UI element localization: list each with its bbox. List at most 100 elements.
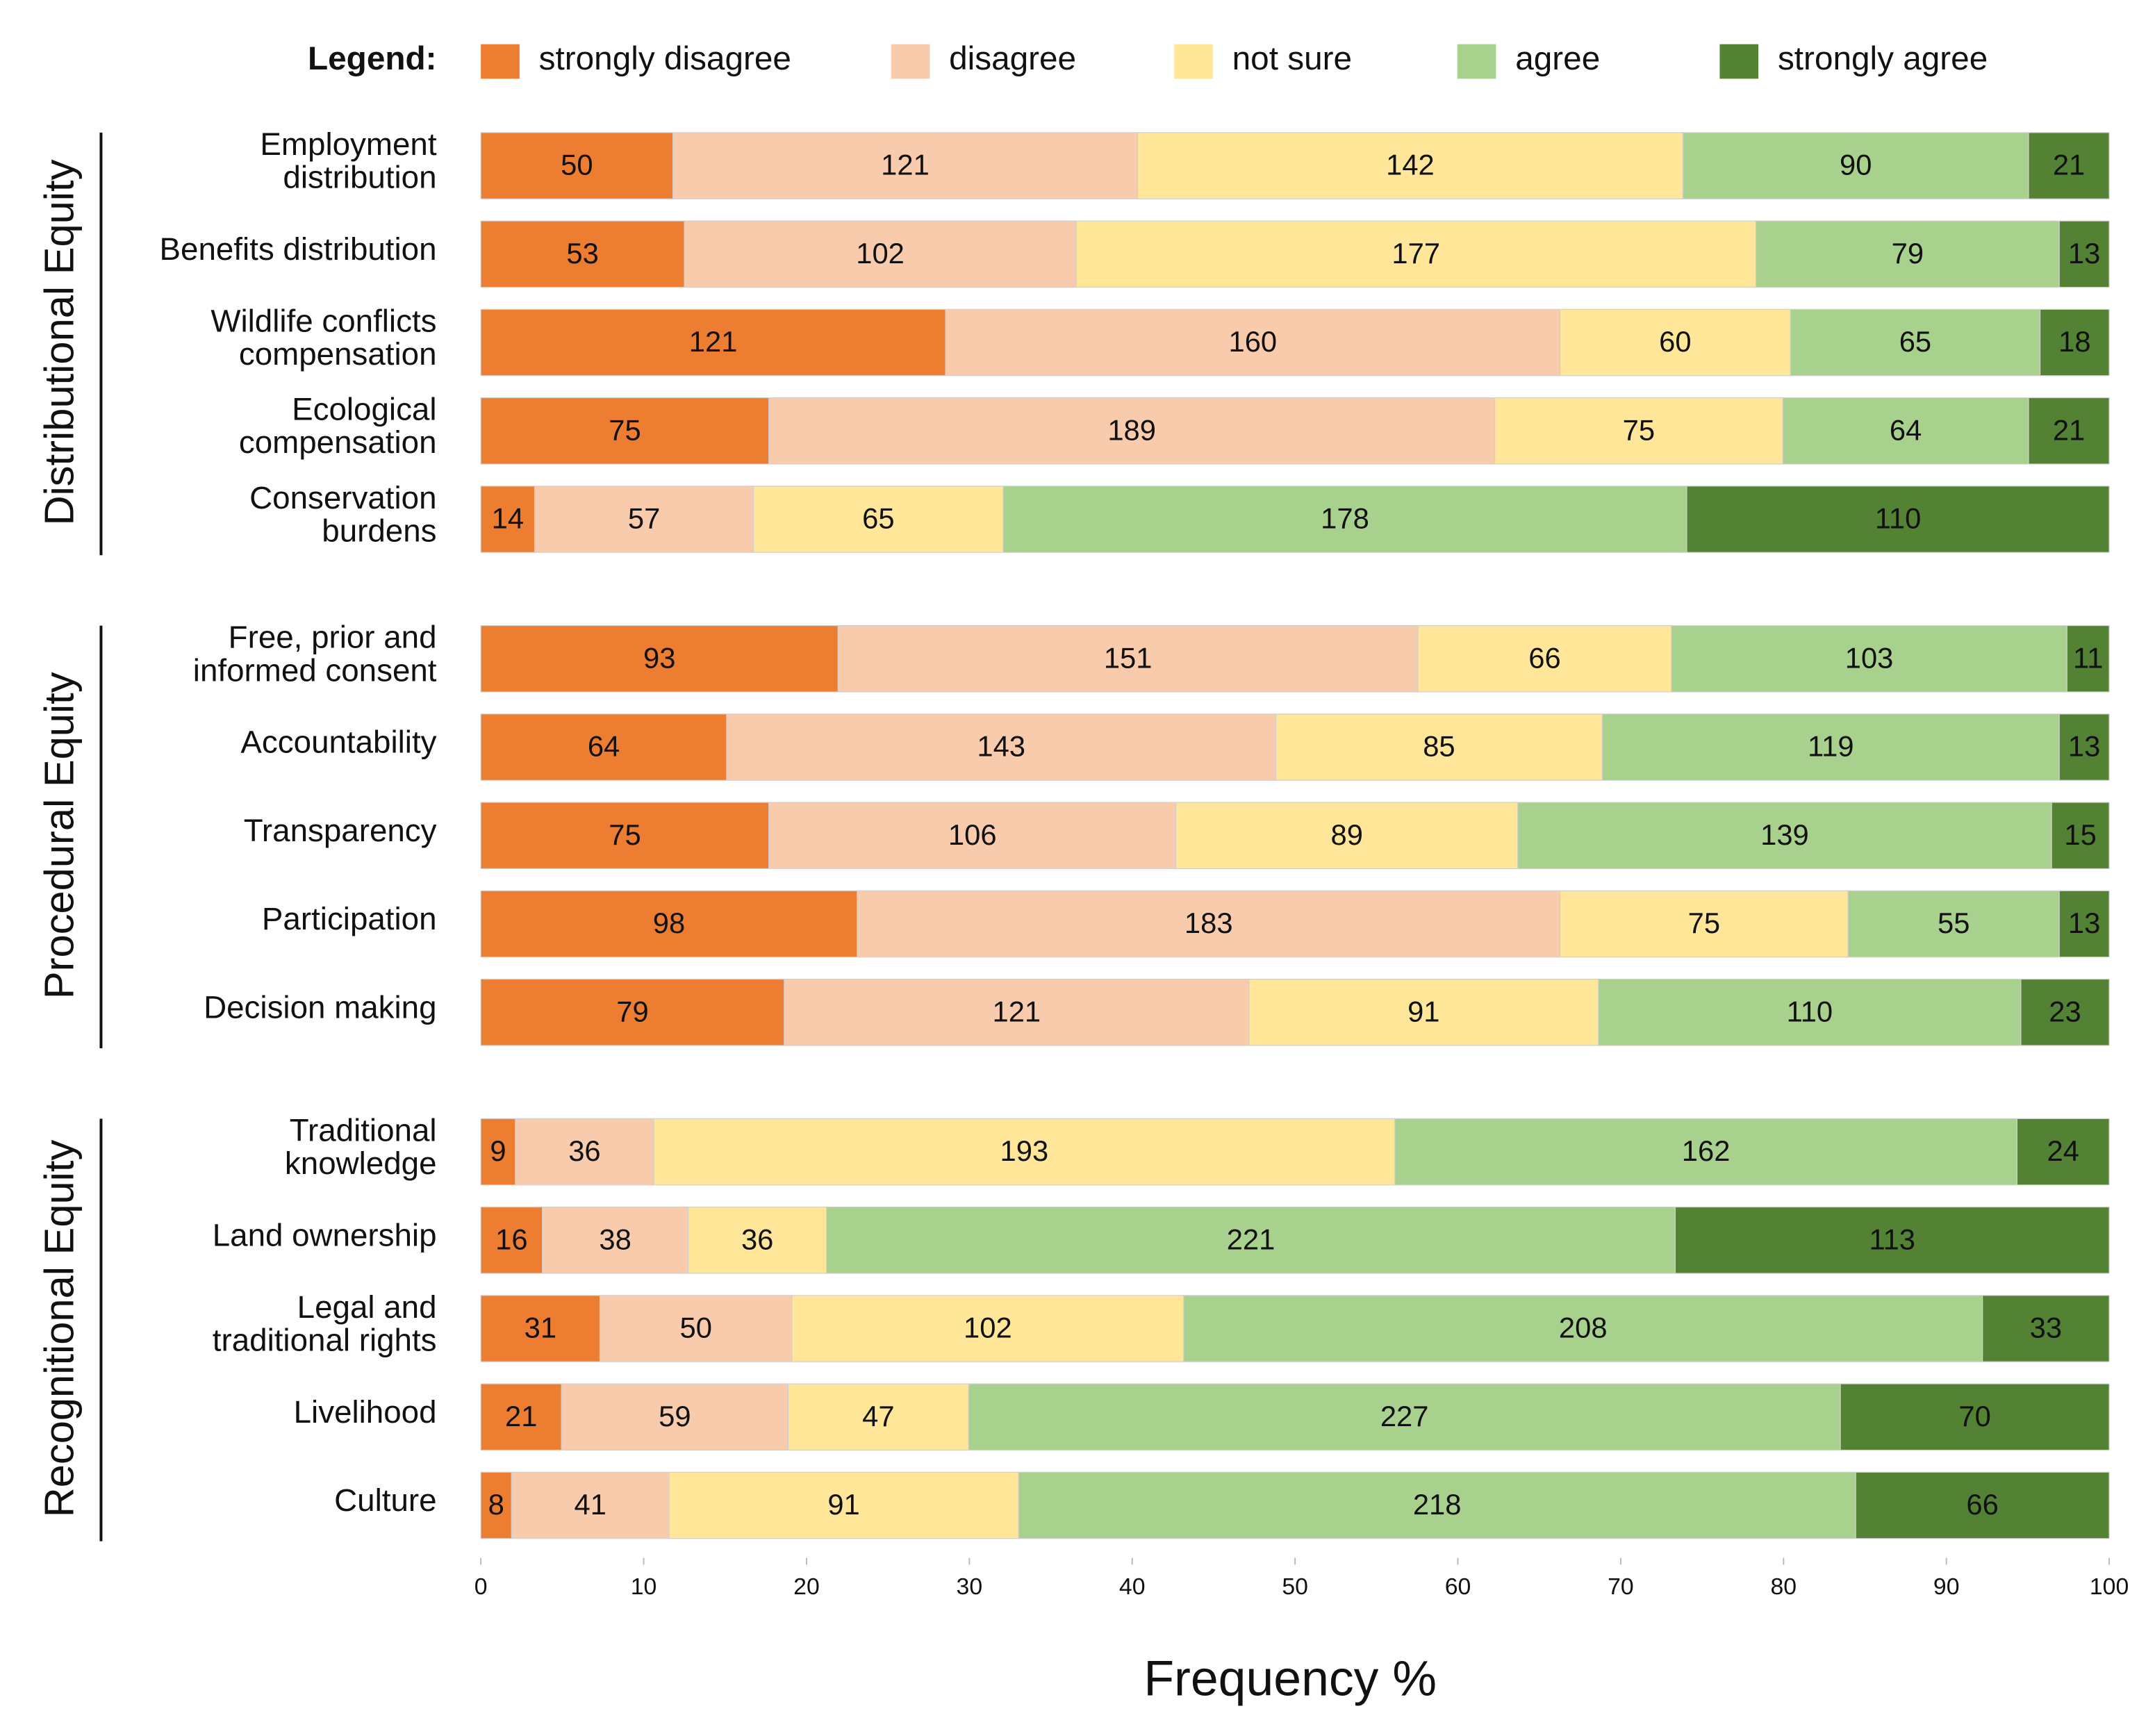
bar-segment [480,308,946,377]
bar-segment [1494,397,1783,465]
bar-segment [688,1206,827,1274]
y-tick-label: Wildlife conflicts [210,303,436,338]
value-label: 65 [1899,325,1931,358]
bar-segment [1183,1295,1983,1362]
y-tick-label: Traditional [290,1112,437,1148]
legend-title: Legend: [308,40,437,77]
legend-label: disagree [949,40,1076,77]
bar-segment [480,978,785,1046]
bar-segment [1002,486,1687,553]
x-tick-label: 0 [474,1573,488,1600]
value-label: 113 [1869,1223,1915,1255]
bar-segment [1517,802,2052,870]
value-label: 75 [1688,907,1720,939]
bar-segment [599,1295,793,1362]
y-tick-label: Legal and [297,1289,437,1325]
group-label: Procedural Equity [36,672,83,999]
y-tick-label: Conservation [249,480,436,515]
y-tick-label: Employment [260,126,436,162]
bar-segment [753,486,1004,553]
value-label: 21 [2053,149,2085,181]
bar-segment [1018,1471,1856,1539]
value-label: 208 [1559,1312,1608,1344]
value-label: 143 [977,730,1025,763]
bar-segment [480,1206,543,1274]
bar-segment [1847,890,2060,958]
legend-label: agree [1515,40,1600,77]
value-label: 89 [1331,818,1363,851]
legend-swatch [481,44,520,79]
group-label: Distributional Equity [36,159,83,525]
bar-segment [480,1383,562,1451]
value-label: 151 [1104,641,1153,674]
value-label: 53 [566,237,598,270]
bar-segment [1686,486,2110,553]
value-label: 16 [495,1223,527,1255]
bar-segment [2058,890,2110,958]
bar-segment [534,486,754,553]
bar-segment [1175,802,1519,870]
bar-segment [1840,1383,2110,1451]
y-tick-label: Decision making [204,989,436,1025]
bar-segment [672,132,1139,199]
legend-swatch [1719,44,1759,79]
bar-segment [1559,308,1791,377]
value-label: 102 [856,237,905,270]
value-label: 57 [628,502,660,535]
legend-swatch [891,44,930,79]
bar-segment [1674,1206,2110,1274]
value-label: 142 [1386,149,1435,181]
bar-segment [1982,1295,2110,1362]
value-label: 14 [492,502,524,535]
value-label: 24 [2047,1134,2079,1167]
value-label: 38 [599,1223,631,1255]
legend-label: not sure [1232,40,1352,77]
value-label: 50 [561,149,593,181]
value-label: 36 [741,1223,773,1255]
y-tick-label: Land ownership [213,1217,437,1253]
value-label: 64 [1890,413,1922,446]
x-tick-label: 10 [631,1573,657,1600]
value-label: 90 [1840,149,1872,181]
value-label: 79 [616,995,648,1027]
value-label: 21 [505,1400,537,1432]
value-label: 15 [2064,818,2096,851]
value-label: 65 [862,502,894,535]
bar-segment [1275,713,1603,781]
bar-segment [726,713,1277,781]
value-label: 13 [2068,730,2100,763]
value-label: 91 [1407,995,1439,1027]
bar-segment [480,802,770,870]
y-tick-label: Livelihood [294,1394,437,1430]
bar-segment [2039,308,2110,377]
bar-segment [1559,890,1849,958]
bar-segment [768,397,1496,465]
y-tick-label: Free, prior and [229,620,437,655]
group-label: Recognitional Equity [36,1140,83,1518]
bar-segment [2058,220,2110,288]
bar-segment [511,1471,670,1539]
legend-swatch [1174,44,1213,79]
value-label: 177 [1392,237,1440,270]
x-tick-label: 100 [2090,1573,2129,1600]
value-label: 85 [1423,730,1455,763]
bar-segment [1601,713,2060,781]
value-label: 91 [827,1488,859,1521]
bar-segment [2051,802,2110,870]
bar-segment [480,132,674,199]
value-label: 9 [490,1134,506,1167]
value-label: 119 [1808,730,1854,763]
value-label: 106 [948,818,997,851]
y-tick-label: traditional rights [213,1322,437,1357]
bar-segment [1417,625,1672,693]
y-tick-label: Culture [334,1482,436,1518]
value-label: 66 [1528,641,1560,674]
bar-segment [1682,132,2029,199]
bar-segment [480,220,685,288]
value-label: 221 [1227,1223,1275,1255]
value-label: 33 [2030,1312,2062,1344]
x-tick-label: 40 [1119,1573,1146,1600]
value-label: 162 [1682,1134,1731,1167]
value-label: 47 [862,1400,894,1432]
